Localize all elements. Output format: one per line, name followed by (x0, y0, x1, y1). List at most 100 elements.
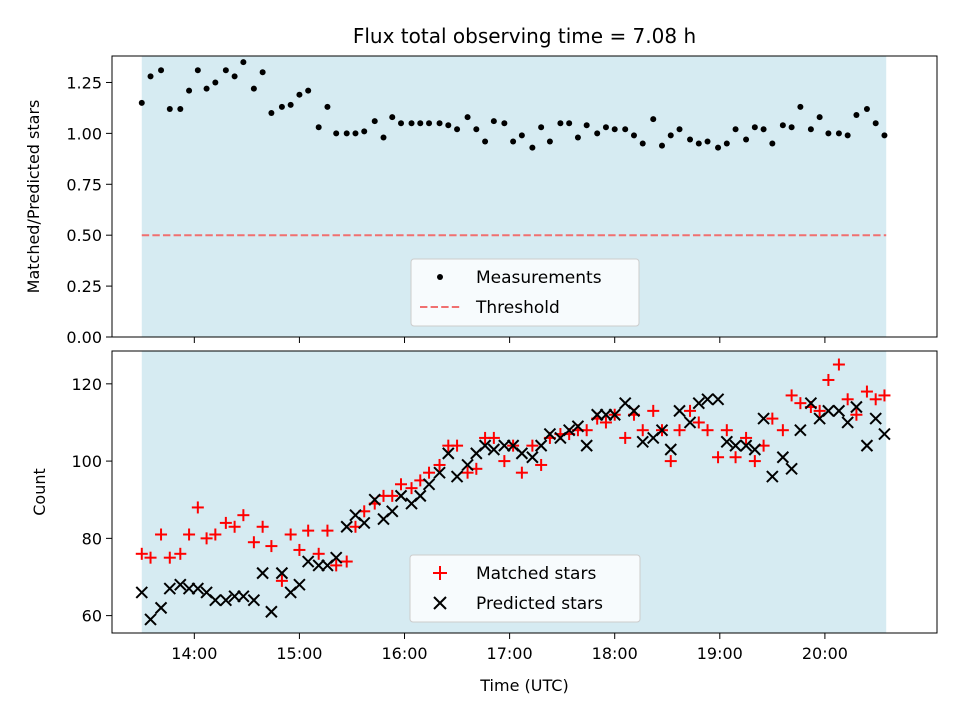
measurement-point (333, 130, 340, 137)
matched-star-point (515, 466, 528, 479)
matched-star-point (720, 424, 733, 437)
measurement-point (816, 114, 823, 121)
measurement-point (769, 140, 776, 147)
measurement-point (166, 105, 173, 112)
matched-star-point (433, 458, 446, 471)
measurement-point (482, 138, 489, 145)
matched-star-point (423, 466, 436, 479)
matched-star-point (832, 358, 845, 371)
predicted-star-point (590, 408, 604, 421)
measurement-point (250, 85, 257, 92)
predicted-star-point (219, 593, 233, 607)
measurement-point (380, 134, 387, 141)
predicted-star-point (247, 593, 261, 607)
measurement-point (352, 130, 359, 137)
bottom-y-tick-label: 80 (82, 529, 102, 548)
measurement-point (807, 126, 814, 133)
matched-star-point (647, 404, 660, 417)
predicted-star-point (275, 566, 289, 580)
legend-matched-marker (433, 566, 447, 580)
matched-star-point (841, 393, 854, 406)
matched-star-point (219, 516, 232, 529)
matched-star-point (200, 532, 213, 545)
measurement-point (408, 120, 415, 127)
predicted-star-point (832, 404, 846, 418)
top-legend: Measurements Threshold (410, 258, 640, 327)
predicted-star-point (841, 416, 854, 429)
legend-measurements-marker (437, 274, 443, 280)
predicted-star-point (154, 601, 168, 615)
measurement-point (296, 91, 303, 98)
matched-star-point (265, 540, 278, 553)
measurement-points (138, 59, 888, 151)
measurement-point (797, 103, 804, 110)
measurement-point (222, 67, 229, 74)
matched-star-point (451, 439, 464, 452)
measurement-point (231, 73, 238, 80)
measurement-point (844, 132, 851, 139)
predicted-star-point (487, 443, 501, 456)
matched-star-point (526, 439, 539, 452)
matched-star-point (237, 509, 250, 522)
legend-predicted-marker (433, 596, 447, 610)
measurement-point (566, 120, 573, 127)
matched-star-point (284, 528, 297, 541)
measurement-point (473, 126, 480, 133)
top-chart-title: Flux total observing time = 7.08 h (353, 24, 696, 48)
bottom-y-axis-label: Count (30, 468, 49, 516)
matched-star-point (684, 404, 697, 417)
predicted-star-point (776, 451, 790, 464)
top-y-tick-label: 0.75 (66, 175, 102, 194)
predicted-star-point (729, 439, 742, 452)
matched-star-point (636, 424, 649, 437)
predicted-star-point (655, 423, 669, 437)
matched-star-point (692, 416, 705, 429)
predicted-star-point (664, 443, 677, 456)
predicted-star-point (580, 439, 593, 452)
measurement-point (510, 138, 517, 145)
measurement-point (835, 130, 842, 137)
predicted-star-point (368, 493, 381, 506)
matched-star-point (487, 431, 500, 444)
measurement-point (881, 132, 888, 139)
measurement-point (622, 126, 629, 133)
measurement-point (583, 122, 590, 129)
measurement-point (324, 103, 331, 110)
predicted-star-point (692, 396, 705, 410)
predicted-star-point (543, 427, 557, 441)
predicted-star-point (526, 451, 539, 464)
measurement-point (574, 134, 581, 141)
top-y-axis-label: Matched/Predicted stars (24, 100, 43, 294)
predicted-star-point (358, 516, 371, 530)
top-y-axis: 0.00 0.25 0.50 0.75 1.00 1.25 (66, 73, 112, 347)
legend-measurements-label: Measurements (476, 268, 602, 288)
matched-star-point (386, 489, 399, 502)
matched-star-point (701, 424, 714, 437)
predicted-star-point (766, 470, 779, 483)
measurement-point (704, 138, 711, 145)
matched-star-point (340, 555, 353, 568)
matched-star-point (860, 385, 873, 398)
measurement-point (872, 120, 879, 127)
measurement-point (436, 120, 443, 127)
matched-star-point (869, 393, 882, 406)
bottom-x-tick-label: 16:00 (381, 644, 427, 663)
predicted-star-point (534, 439, 548, 452)
measurement-point (426, 120, 433, 127)
measurement-point (454, 126, 461, 133)
measurement-point (389, 114, 396, 121)
predicted-star-point (414, 489, 427, 503)
matched-star-point (740, 431, 753, 444)
measurement-point (287, 101, 294, 108)
measurement-point (538, 124, 545, 131)
predicted-star-point (627, 404, 641, 418)
predicted-star-point (182, 582, 196, 595)
predicted-star-point (228, 590, 241, 603)
measurement-point (863, 105, 870, 112)
predicted-star-point (422, 478, 436, 491)
measurement-point (371, 118, 378, 125)
matched-star-point (766, 412, 779, 425)
matched-star-point (183, 528, 196, 541)
matched-star-point (673, 424, 686, 437)
